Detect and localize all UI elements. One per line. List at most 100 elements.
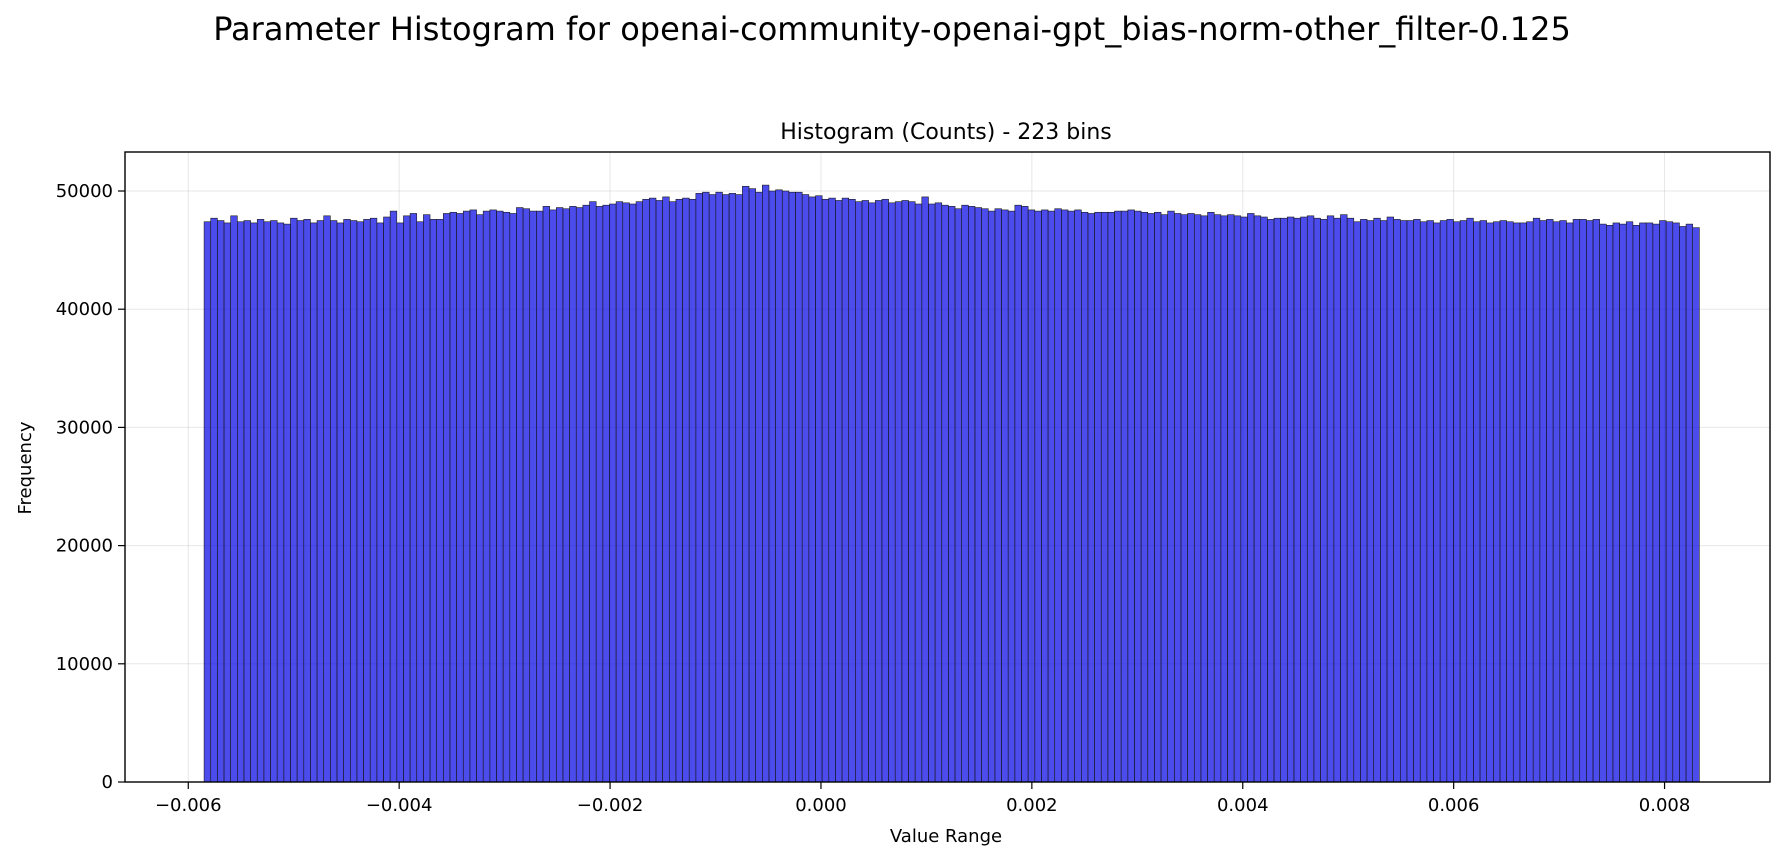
histogram-bar [1154,211,1162,783]
histogram-bar [629,203,637,783]
histogram-bar [409,213,418,783]
histogram-bar [330,220,338,783]
histogram-bar [1506,221,1514,783]
histogram-bar [536,210,544,783]
histogram-bar [1346,217,1355,783]
histogram-bar [941,204,949,783]
chart-title: Histogram (Counts) - 223 bins [780,120,1111,145]
histogram-bar [217,220,225,783]
histogram-bar [1114,210,1122,783]
histogram-bar [1174,213,1182,783]
histogram-bar [1393,219,1401,783]
histogram-bar [1021,206,1029,783]
histogram-bar [1632,224,1640,783]
histogram-bar [841,197,850,783]
histogram-bar [1672,222,1680,783]
histogram-bar [416,221,424,783]
histogram-bar [1625,221,1634,783]
histogram-bar [1493,221,1501,783]
histogram-bar [1566,222,1574,783]
histogram-bar [1054,208,1062,783]
histogram-bar [855,201,863,783]
histogram-bar [881,198,889,783]
histogram-bar [1260,216,1268,783]
histogram-bar [582,204,590,783]
histogram-bar [469,209,477,783]
bars-layer [203,184,1700,783]
histogram-bar [795,191,803,783]
histogram-bar [981,208,989,783]
histogram-bar [1479,220,1487,783]
histogram-bar [403,215,411,783]
histogram-bar [243,220,251,783]
histogram-bar [1034,210,1042,783]
histogram-bar [655,200,663,783]
histogram-bar [1200,215,1208,783]
histogram-bar [688,198,697,783]
histogram-bar [1586,220,1594,783]
histogram-bar [928,203,936,783]
histogram-bar [250,222,258,783]
histogram-bar [336,222,344,783]
histogram-bar [1273,217,1281,783]
histogram-bar [1134,210,1142,783]
histogram-bar [1426,220,1434,783]
histogram-bar [682,197,690,783]
histogram-bar [343,219,351,783]
histogram-bar [662,196,670,783]
histogram-bar [861,200,869,783]
histogram-bar [788,191,796,783]
histogram-bar [423,214,431,783]
histogram-bar [283,223,291,783]
histogram-bar [835,200,843,783]
histogram-bar [668,201,677,783]
histogram-bar [1313,217,1321,783]
histogram-bar [482,210,491,783]
histogram-bar [1419,221,1428,783]
histogram-bar [1473,221,1481,783]
histogram-bar [1413,219,1421,783]
histogram-bar [708,194,717,783]
ticks-layer: −0.006 −0.004 −0.002 0.000 0.002 0.004 0.006 0.… [56,181,1691,816]
histogram-bar [449,211,457,783]
histogram-bar [1652,223,1660,783]
histogram-bar [1366,220,1375,783]
x-axis-label: Value Range [890,826,1002,847]
histogram-bar [609,203,617,783]
y-tick-label: 30000 [56,417,113,438]
histogram-bar [1619,223,1627,783]
histogram-bar [1639,222,1647,783]
histogram-bar [1187,213,1195,783]
histogram-bar [1499,220,1507,783]
histogram-bar [389,210,398,783]
histogram-bar [1300,216,1308,783]
histogram-bar [1519,222,1527,783]
histogram-bar [462,210,471,783]
histogram-bar [1027,209,1036,783]
histogram-bar [888,202,896,783]
histogram-bar [1446,219,1454,783]
histogram-bar [509,213,517,783]
histogram-bar [1120,210,1129,783]
histogram-bar [1287,216,1295,783]
histogram-bar [801,194,810,783]
histogram-bar [1340,214,1348,783]
histogram-bar [429,219,437,783]
histogram-bar [290,217,298,783]
histogram-bar [1180,214,1188,783]
histogram-bar [934,202,943,783]
histogram-bar [310,222,318,783]
histogram-bar [901,200,909,783]
histogram-bar [868,202,876,783]
histogram-bar [954,208,962,783]
y-tick-label: 10000 [56,654,113,675]
histogram-bar [1606,224,1614,783]
histogram-bar [1247,213,1255,783]
x-tick-label: 0.008 [1639,795,1691,816]
histogram-bar [1645,222,1654,783]
histogram-bar [502,211,511,783]
histogram-bar [210,217,218,783]
x-tick-label: 0.000 [795,795,847,816]
histogram-bar [1579,219,1587,783]
